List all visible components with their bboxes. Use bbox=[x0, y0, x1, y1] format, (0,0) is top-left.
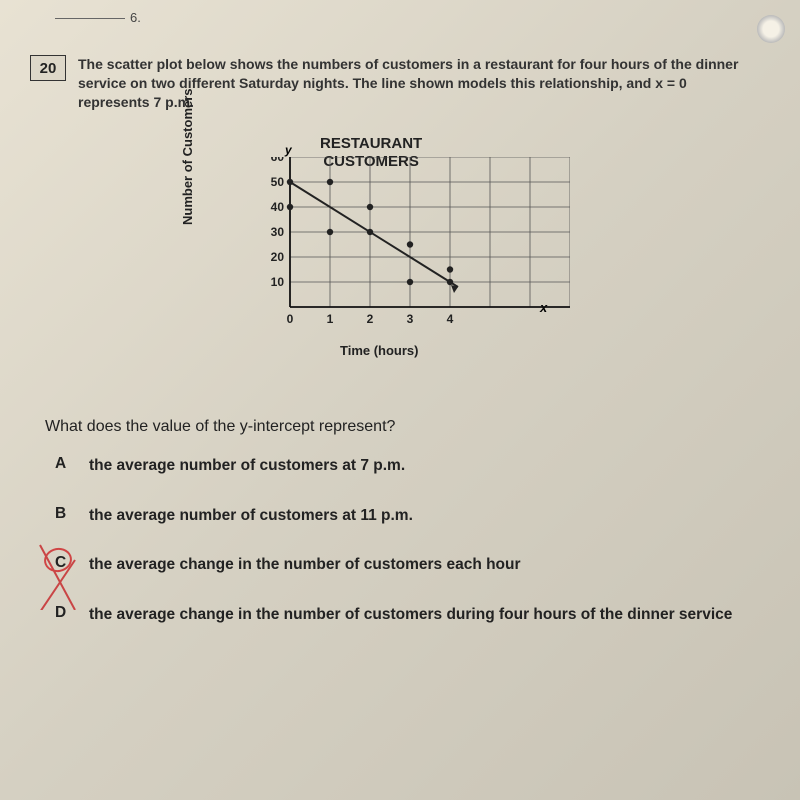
choice-text: the average change in the number of cust… bbox=[89, 604, 732, 626]
svg-text:20: 20 bbox=[271, 250, 285, 264]
svg-text:4: 4 bbox=[447, 312, 454, 326]
svg-text:0: 0 bbox=[287, 312, 294, 326]
question-number: 20 bbox=[40, 60, 57, 77]
choice-c: C the average change in the number of cu… bbox=[55, 554, 760, 576]
choice-letter: A bbox=[55, 455, 89, 477]
svg-text:1: 1 bbox=[327, 312, 334, 326]
choice-text: the average change in the number of cust… bbox=[89, 554, 521, 576]
choice-a: A the average number of customers at 7 p… bbox=[55, 455, 760, 477]
y-axis-label: Number of Customers bbox=[180, 88, 195, 225]
top-number: 6. bbox=[130, 10, 141, 25]
worksheet-page: 6. 20 The scatter plot below shows the n… bbox=[0, 0, 800, 800]
svg-text:30: 30 bbox=[271, 225, 285, 239]
question-number-box: 20 bbox=[30, 55, 66, 81]
choice-d: D the average change in the number of cu… bbox=[55, 604, 760, 626]
prompt-text: What does the value of the y-intercept r… bbox=[45, 418, 395, 436]
scatter-chart-svg: 10 20 30 40 50 60 0 1 2 3 4 bbox=[250, 157, 570, 347]
chart-title-1: RESTAURANT bbox=[320, 135, 422, 152]
svg-text:2: 2 bbox=[367, 312, 374, 326]
choice-b: B the average number of customers at 11 … bbox=[55, 505, 760, 527]
punch-hole bbox=[757, 15, 785, 43]
prompt-span: What does the value of the y-intercept r… bbox=[45, 418, 395, 435]
svg-text:40: 40 bbox=[271, 200, 285, 214]
x-axis-label: Time (hours) bbox=[340, 343, 419, 358]
svg-text:50: 50 bbox=[271, 175, 285, 189]
choice-letter: B bbox=[55, 505, 89, 527]
choice-text: the average number of customers at 11 p.… bbox=[89, 505, 413, 527]
blank-line bbox=[55, 18, 125, 19]
svg-text:60: 60 bbox=[271, 157, 285, 164]
svg-text:10: 10 bbox=[271, 275, 285, 289]
svg-text:3: 3 bbox=[407, 312, 414, 326]
choice-letter: D bbox=[55, 604, 89, 626]
choice-text: the average number of customers at 7 p.m… bbox=[89, 455, 405, 477]
choices-list: A the average number of customers at 7 p… bbox=[55, 455, 760, 654]
chart-area: Number of Customers RESTAURANT CUSTOMERS… bbox=[190, 135, 570, 375]
y-letter: y bbox=[285, 143, 292, 157]
